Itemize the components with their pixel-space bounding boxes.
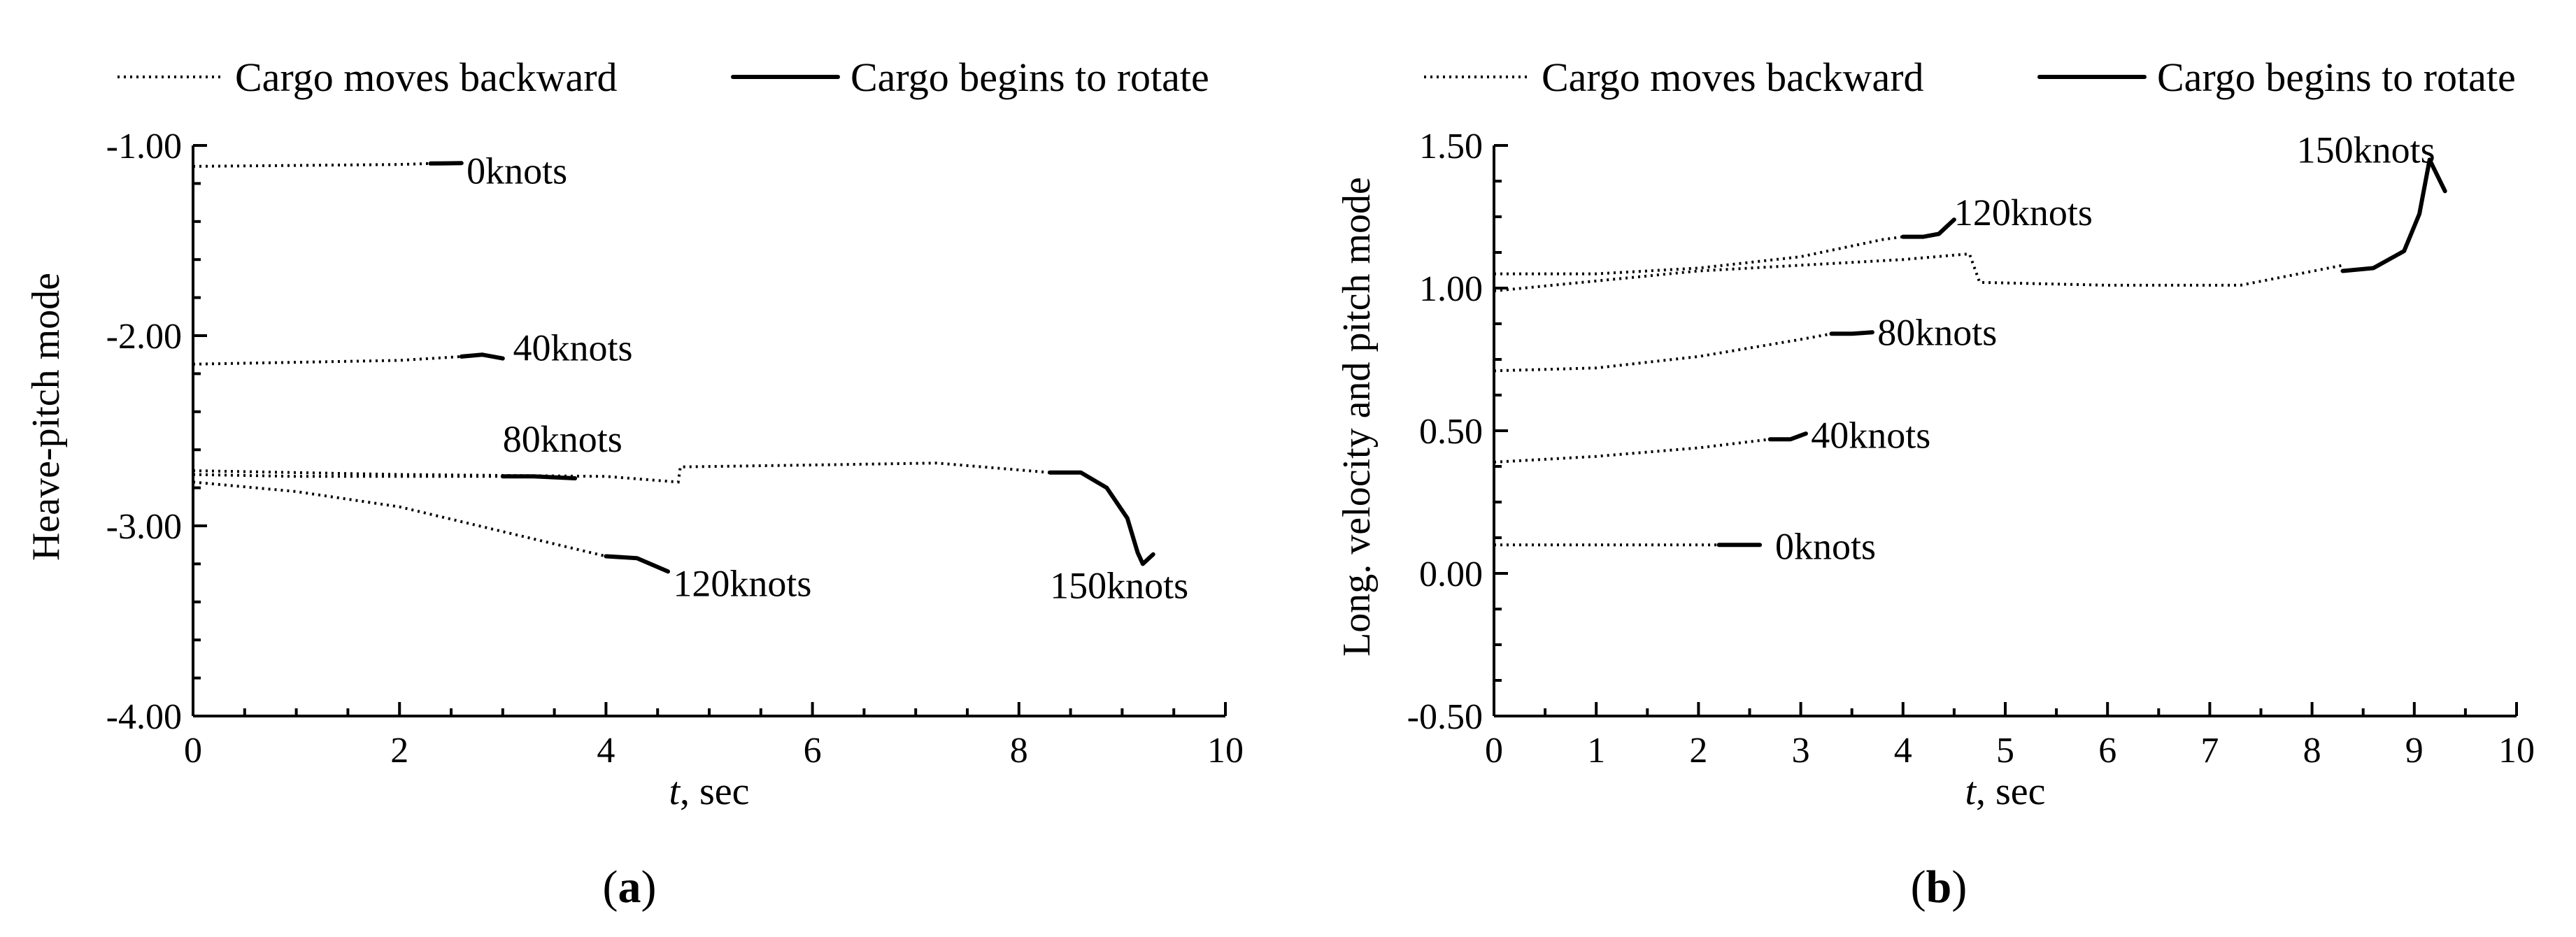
panel-b-x-axis-label: t, sec bbox=[1965, 770, 2045, 813]
panel-a-x-tick-label: 10 bbox=[1207, 731, 1244, 771]
panel-a-y-tick-label: -3.00 bbox=[106, 507, 182, 547]
panel-b: Cargo moves backward Cargo begins to rota… bbox=[1335, 55, 2535, 913]
panel-b-x-tick-label: 8 bbox=[2303, 731, 2321, 771]
panel-a-series-40knots-rotate bbox=[459, 352, 505, 361]
panel-b-x-tick-label: 7 bbox=[2200, 731, 2219, 771]
panel-a-series-0knots-rotate bbox=[428, 161, 464, 166]
panel-a-series-80knots-backward bbox=[192, 473, 503, 478]
panel-a-x-tick-label: 6 bbox=[804, 731, 822, 771]
panel-b-series-120knots-backward bbox=[1494, 235, 1904, 276]
panel-b-y-tick-label: 1.50 bbox=[1419, 127, 1483, 166]
panel-b-x-tick-label: 3 bbox=[1792, 731, 1810, 771]
panel-a-annotation-120knots: 120knots bbox=[673, 563, 811, 605]
panel-b-series-40knots-rotate bbox=[1767, 431, 1808, 442]
panel-a-annotation-80knots: 80knots bbox=[503, 418, 622, 460]
panel-b-legend-label-backward: Cargo moves backward bbox=[1542, 55, 1924, 100]
panel-b-annotation-40knots: 40knots bbox=[1811, 414, 1930, 456]
panel-b-annotation-0knots: 0knots bbox=[1775, 526, 1876, 568]
panel-b-series-150knots-backward bbox=[1493, 252, 2343, 293]
panel-a-x-tick-label: 8 bbox=[1010, 731, 1028, 771]
panel-a-x-tick-label: 2 bbox=[390, 731, 408, 771]
panel-a-annotation-150knots: 150knots bbox=[1050, 564, 1188, 606]
panel-b-x-tick-label: 2 bbox=[1689, 731, 1707, 771]
panel-a-legend-label-rotate: Cargo begins to rotate bbox=[851, 55, 1209, 100]
panel-a-series-40knots-backward bbox=[192, 355, 462, 366]
panel-a-y-axis-label: Heave-pitch mode bbox=[24, 273, 68, 561]
panel-b-x-axis-label-var: t bbox=[1965, 770, 1977, 813]
panel-b-x-tick-label: 1 bbox=[1587, 731, 1605, 771]
panel-b-x-tick-label: 9 bbox=[2405, 731, 2424, 771]
panel-a-series-80knots-rotate bbox=[500, 474, 578, 480]
panel-b-legend-label-rotate: Cargo begins to rotate bbox=[2157, 55, 2516, 100]
panel-a-label: (a) bbox=[603, 861, 657, 913]
panel-a-y-tick-label: -2.00 bbox=[106, 317, 182, 357]
panel-b-series-150knots-rotate bbox=[2340, 157, 2447, 273]
panel-a-series-0knots-backward bbox=[192, 162, 431, 168]
panel-a-series-120knots-backward bbox=[192, 480, 606, 558]
panel-b-series-80knots-rotate bbox=[1829, 330, 1874, 336]
panel-a-y-tick-label: -4.00 bbox=[106, 697, 182, 737]
panel-a-x-tick-label: 0 bbox=[184, 731, 202, 771]
panel-b-label: (b) bbox=[1911, 861, 1967, 913]
panel-a-y-tick-label: -1.00 bbox=[106, 127, 182, 166]
panel-b-y-tick-label: 0.00 bbox=[1419, 555, 1483, 594]
panel-b-x-tick-label: 6 bbox=[2098, 731, 2116, 771]
panel-b-x-axis-label-unit: , sec bbox=[1976, 770, 2046, 813]
panel-a-annotation-0knots: 0knots bbox=[467, 150, 567, 192]
panel-b-series-120knots-rotate bbox=[1900, 217, 1956, 239]
panel-b-y-tick-label: -0.50 bbox=[1407, 697, 1483, 737]
panel-b-y-tick-label: 0.50 bbox=[1419, 412, 1483, 452]
panel-b-x-tick-label: 10 bbox=[2498, 731, 2535, 771]
panel-b-annotation-80knots: 80knots bbox=[1877, 312, 1997, 354]
panel-b-y-tick-label: 1.00 bbox=[1419, 269, 1483, 309]
panel-b-y-axis-label: Long. velocity and pitch mode bbox=[1335, 177, 1379, 657]
panel-a-x-axis-label-var: t bbox=[669, 770, 681, 813]
panel-a-series-150knots-rotate bbox=[1048, 470, 1155, 566]
panel-a-annotation-40knots: 40knots bbox=[513, 327, 633, 369]
panel-a: Cargo moves backward Cargo begins to rota… bbox=[24, 55, 1244, 913]
panel-a-legend-label-backward: Cargo moves backward bbox=[235, 55, 618, 100]
panel-b-x-tick-label: 0 bbox=[1485, 731, 1503, 771]
panel-b-x-tick-label: 4 bbox=[1894, 731, 1912, 771]
panel-b-x-tick-label: 5 bbox=[1996, 731, 2014, 771]
panel-a-series-150knots-backward bbox=[192, 462, 1051, 484]
panel-b-annotation-120knots: 120knots bbox=[1954, 192, 2093, 234]
panel-b-series-80knots-backward bbox=[1493, 332, 1832, 373]
panel-a-x-tick-label: 4 bbox=[597, 731, 615, 771]
panel-a-series-120knots-rotate bbox=[604, 554, 670, 574]
panel-a-x-axis-label-unit: , sec bbox=[680, 770, 750, 813]
panel-a-x-axis-label: t, sec bbox=[669, 770, 749, 813]
panel-b-series-40knots-backward bbox=[1493, 438, 1770, 464]
panel-b-annotation-150knots: 150knots bbox=[2297, 129, 2435, 171]
